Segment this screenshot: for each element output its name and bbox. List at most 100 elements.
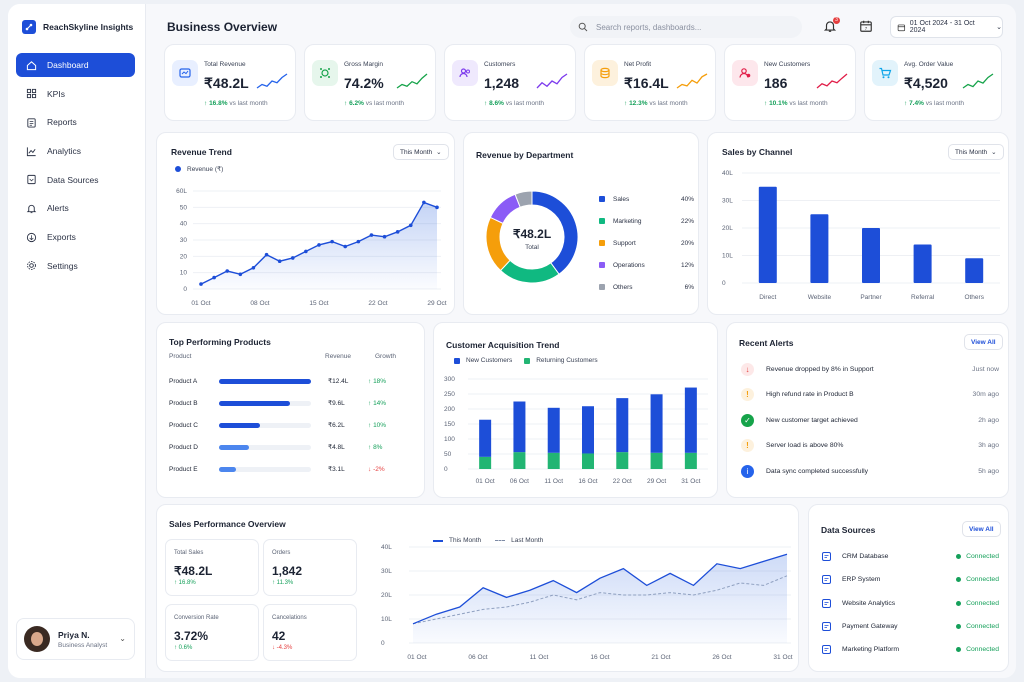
data-source-row[interactable]: Marketing Platform Connected bbox=[821, 638, 999, 661]
x-tick-label: 31 Oct bbox=[773, 654, 792, 661]
bar-returning-customers[interactable] bbox=[547, 452, 560, 469]
sidebar-item-data-sources[interactable]: Data Sources bbox=[16, 168, 135, 192]
bar-new-customers[interactable] bbox=[513, 401, 526, 453]
bar-new-customers[interactable] bbox=[479, 419, 492, 457]
sparkline bbox=[962, 73, 994, 89]
sidebar-item-settings[interactable]: Settings bbox=[16, 254, 135, 278]
alerts-view-all-button[interactable]: View All bbox=[964, 334, 1003, 350]
y-tick-label: 30 bbox=[180, 237, 188, 244]
bar-new-customers[interactable] bbox=[684, 387, 697, 453]
table-row[interactable]: Product B ₹9.6L ↑ 14% bbox=[169, 392, 401, 414]
data-point[interactable] bbox=[199, 282, 203, 286]
data-point[interactable] bbox=[330, 239, 334, 244]
bar-new-customers[interactable] bbox=[650, 394, 663, 453]
kpi-delta: ↑ 16.8% vs last month bbox=[204, 100, 268, 107]
data-point[interactable] bbox=[317, 243, 321, 247]
sidebar-item-alerts[interactable]: Alerts bbox=[16, 196, 135, 220]
kpi-card-customers[interactable]: Customers 1,248 ↑ 8.6% vs last month bbox=[444, 44, 576, 121]
y-tick-label: 0 bbox=[444, 466, 448, 473]
data-source-row[interactable]: Website Analytics Connected bbox=[821, 592, 999, 615]
kpi-card-gross-margin[interactable]: Gross Margin 74.2% ↑ 6.2% vs last month bbox=[304, 44, 436, 121]
kpi-value: 74.2% bbox=[344, 75, 384, 91]
data-point[interactable] bbox=[251, 265, 256, 270]
kpi-card-total-revenue[interactable]: Total Revenue ₹48.2L ↑ 16.8% vs last mon… bbox=[164, 44, 296, 121]
data-source-name: CRM Database bbox=[842, 553, 889, 560]
pie-slice-support[interactable] bbox=[485, 216, 511, 272]
table-row[interactable]: Product D ₹4.8L ↑ 8% bbox=[169, 436, 401, 458]
table-row[interactable]: Product E ₹3.1L ↓ -2% bbox=[169, 458, 401, 480]
bar-returning-customers[interactable] bbox=[513, 452, 526, 469]
sales-channel-filter[interactable]: This Month ⌄ bbox=[948, 144, 1004, 160]
data-point[interactable] bbox=[290, 256, 295, 260]
sidebar-item-kpis[interactable]: KPIs bbox=[16, 82, 135, 106]
pie-slice-others[interactable] bbox=[514, 190, 533, 208]
alert-item[interactable]: ✓ New customer target achieved 2h ago bbox=[741, 407, 999, 433]
kpi-label: Net Profit bbox=[624, 61, 652, 68]
bar-partner[interactable] bbox=[862, 228, 880, 283]
data-point[interactable] bbox=[212, 275, 216, 280]
bar-new-customers[interactable] bbox=[547, 407, 560, 453]
calendar-button[interactable]: 7 bbox=[859, 19, 873, 33]
kpi-card-avg-order-value[interactable]: Avg. Order Value ₹4,520 ↑ 7.4% vs last m… bbox=[864, 44, 1002, 121]
data-source-row[interactable]: CRM Database Connected bbox=[821, 545, 999, 568]
bar-referral[interactable] bbox=[913, 244, 932, 284]
sidebar-item-exports[interactable]: Exports bbox=[16, 225, 135, 249]
alert-item[interactable]: ! Server load is above 80% 3h ago bbox=[741, 433, 999, 459]
alert-item[interactable]: ! High refund rate in Product B 30m ago bbox=[741, 382, 999, 408]
data-point[interactable] bbox=[264, 252, 269, 257]
bar-returning-customers[interactable] bbox=[582, 453, 594, 469]
data-point[interactable] bbox=[238, 272, 243, 277]
database-icon bbox=[822, 621, 831, 631]
data-point[interactable] bbox=[277, 259, 282, 264]
x-tick-label: Others bbox=[964, 294, 984, 301]
data-point[interactable] bbox=[356, 239, 361, 244]
growth-value: 8% bbox=[373, 443, 383, 451]
data-point[interactable] bbox=[382, 234, 387, 239]
bar-website[interactable] bbox=[810, 214, 829, 283]
data-point[interactable] bbox=[225, 269, 230, 273]
bar-new-customers[interactable] bbox=[616, 398, 629, 453]
metric-delta-value: -4.3% bbox=[276, 645, 293, 651]
data-sources-view-all-button[interactable]: View All bbox=[962, 521, 1001, 537]
data-point[interactable] bbox=[304, 249, 308, 254]
bar-direct[interactable] bbox=[758, 186, 777, 283]
bar-returning-customers[interactable] bbox=[650, 452, 663, 469]
bar-others[interactable] bbox=[965, 258, 984, 283]
data-source-row[interactable]: Payment Gateway Connected bbox=[821, 615, 999, 638]
bar-new-customers[interactable] bbox=[582, 406, 594, 454]
data-point[interactable] bbox=[422, 200, 426, 205]
kpi-delta: ↑ 6.2% vs last month bbox=[344, 100, 404, 107]
pie-slice-marketing[interactable] bbox=[499, 259, 560, 284]
alert-item[interactable]: ↓ Revenue dropped by 8% in Support Just no… bbox=[741, 356, 999, 382]
kpi-card-new-customers[interactable]: New Customers 186 ↑ 10.1% vs last month bbox=[724, 44, 856, 121]
kpi-delta-value: 8.6% bbox=[489, 100, 504, 107]
sidebar-item-analytics[interactable]: Analytics bbox=[16, 139, 135, 163]
alert-item[interactable]: i Data sync completed successfully 5h ago bbox=[741, 458, 999, 484]
data-point[interactable] bbox=[395, 230, 400, 234]
metric-delta: ↓ -4.3% bbox=[272, 645, 293, 651]
date-range-picker[interactable]: 01 Oct 2024 - 31 Oct 2024 ⌄ bbox=[890, 16, 1003, 38]
brand[interactable]: ReachSkyline Insights bbox=[22, 20, 133, 34]
data-point[interactable] bbox=[343, 244, 348, 249]
kpi-card-net-profit[interactable]: Net Profit ₹16.4L ↑ 12.3% vs last month bbox=[584, 44, 716, 121]
table-row[interactable]: Product A ₹12.4L ↑ 18% bbox=[169, 370, 401, 392]
data-point[interactable] bbox=[435, 205, 439, 210]
sidebar-item-reports[interactable]: Reports bbox=[16, 110, 135, 134]
table-row[interactable]: Product C ₹6.2L ↑ 10% bbox=[169, 414, 401, 436]
bar-returning-customers[interactable] bbox=[684, 452, 697, 469]
revenue-trend-filter[interactable]: This Month ⌄ bbox=[393, 144, 449, 160]
search-input[interactable]: Search reports, dashboards... bbox=[570, 16, 802, 38]
bar-returning-customers[interactable] bbox=[479, 456, 492, 469]
bar-returning-customers[interactable] bbox=[616, 452, 629, 469]
data-source-row[interactable]: ERP System Connected bbox=[821, 568, 999, 591]
kpi-label: Gross Margin bbox=[344, 61, 384, 68]
filter-label: This Month bbox=[955, 148, 988, 156]
pie-slice-operations[interactable] bbox=[489, 193, 521, 225]
y-tick-label: 0 bbox=[722, 280, 726, 287]
user-profile-menu[interactable]: Priya N. Business Analyst ⌄ bbox=[16, 618, 135, 660]
notifications-button[interactable]: 3 bbox=[823, 17, 840, 33]
data-point[interactable] bbox=[408, 223, 413, 228]
brand-logo-icon bbox=[22, 20, 36, 34]
sidebar-item-dashboard[interactable]: Dashboard bbox=[16, 53, 135, 77]
data-point[interactable] bbox=[369, 233, 374, 237]
